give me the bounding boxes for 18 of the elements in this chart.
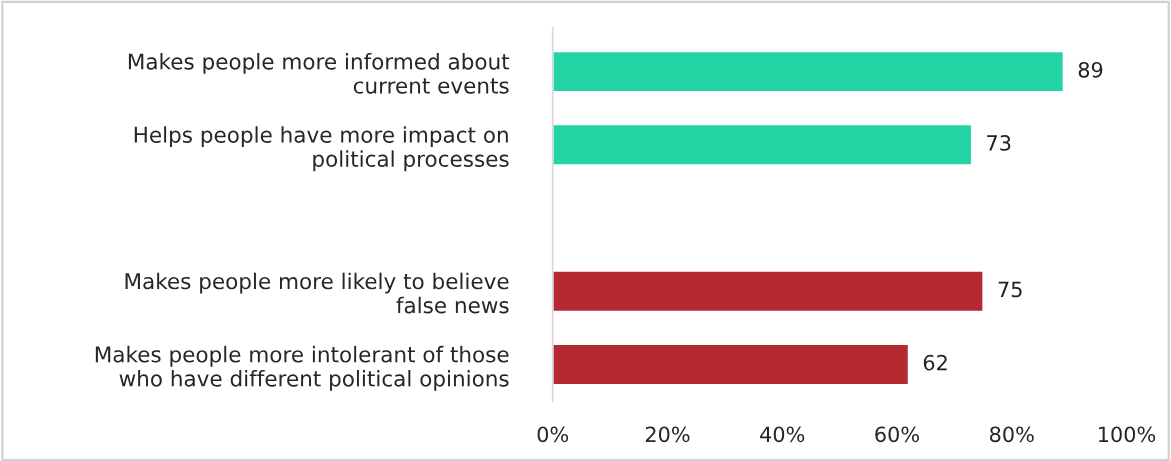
x-tick-label: 60% bbox=[875, 426, 919, 443]
data-label: 73 bbox=[987, 135, 1011, 151]
data-label: 89 bbox=[1078, 61, 1103, 78]
y-tick-label: Makes people more likely to believe false news bbox=[125, 272, 509, 314]
x-tick-label: 0% bbox=[537, 426, 569, 443]
y-tick-label: Makes people more informed about current events bbox=[128, 52, 510, 94]
x-tick-label: 100% bbox=[1099, 426, 1156, 443]
x-tick-label: 80% bbox=[990, 426, 1034, 443]
y-tick-label: Helps people have more impact on political processes bbox=[134, 126, 509, 172]
bar bbox=[552, 343, 910, 386]
bar bbox=[552, 270, 984, 313]
data-label: 75 bbox=[998, 281, 1022, 298]
bar bbox=[552, 123, 973, 166]
bar bbox=[552, 50, 1065, 93]
y-tick-label: Makes people more intolerant of those who have different political opinions bbox=[95, 345, 509, 391]
data-label: 62 bbox=[923, 354, 947, 371]
x-tick-label: 40% bbox=[760, 426, 805, 443]
x-tick-label: 20% bbox=[645, 426, 690, 443]
